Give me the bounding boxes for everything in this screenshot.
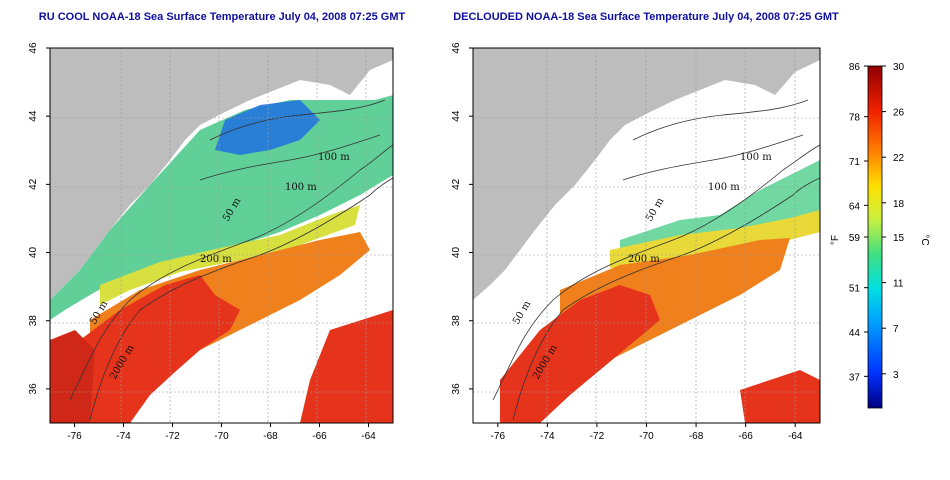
lon-tick-label: -70 <box>214 431 229 442</box>
right-map-panel: DECLOUDED NOAA-18 Sea Surface Temperatur… <box>451 11 839 442</box>
land-mass <box>50 48 393 300</box>
celsius-tick-label: 11 <box>893 279 904 290</box>
warm-west-strip <box>50 330 95 423</box>
left-map-title: RU COOL NOAA-18 Sea Surface Temperature … <box>39 11 406 23</box>
contour-label: 200 m <box>200 254 232 265</box>
right-grid <box>473 48 820 423</box>
contour-label: 100 m <box>318 152 350 163</box>
lon-tick-label: -72 <box>165 431 180 442</box>
celsius-tick-label: 7 <box>893 324 899 335</box>
lat-tick-label: 44 <box>451 110 462 122</box>
lon-tick-label: -68 <box>689 431 704 442</box>
contour-label: 100 m <box>708 182 740 193</box>
lat-tick-label: 44 <box>28 110 39 122</box>
contour-100m <box>199 134 381 181</box>
cool-water-region <box>620 160 820 258</box>
fahrenheit-tick-label: 59 <box>849 233 861 244</box>
contour-50m <box>69 144 393 401</box>
warm-water-region <box>500 285 660 423</box>
celsius-tick-label: 3 <box>893 370 899 381</box>
contour-label: 200 m <box>628 254 660 265</box>
lon-tick-label: -70 <box>639 431 654 442</box>
contour-inner <box>209 99 386 141</box>
celsius-tick-label: 18 <box>893 199 905 210</box>
celsius-tick-label: 30 <box>893 62 905 73</box>
cool-water-region <box>50 95 393 320</box>
lon-tick-label: -74 <box>540 431 555 442</box>
lon-tick-label: -64 <box>788 431 803 442</box>
contour-50m <box>492 144 820 401</box>
cold-patches <box>215 100 320 155</box>
lon-tick-label: -72 <box>590 431 605 442</box>
warm-water-region <box>80 275 240 423</box>
celsius-tick-label: 15 <box>893 233 905 244</box>
contour-inner <box>632 99 809 141</box>
lon-tick-label: -76 <box>67 431 82 442</box>
warm-water-east <box>300 310 393 423</box>
contour-100m <box>622 134 804 181</box>
lat-tick-label: 36 <box>451 383 462 395</box>
celsius-tick-label: 22 <box>893 153 905 164</box>
left-map-panel: RU COOL NOAA-18 Sea Surface Temperature … <box>28 11 405 442</box>
warm-water-south <box>740 370 820 423</box>
contour-200m <box>89 177 393 421</box>
fahrenheit-tick-label: 86 <box>849 62 861 73</box>
lon-tick-label: -74 <box>116 431 131 442</box>
fahrenheit-tick-label: 78 <box>849 113 861 124</box>
lon-tick-label: -68 <box>263 431 278 442</box>
lat-tick-label: 40 <box>28 247 39 259</box>
lat-tick-label: 46 <box>28 42 39 54</box>
fahrenheit-tick-label: 51 <box>849 284 861 295</box>
yellow-band <box>610 210 820 268</box>
left-grid <box>50 48 393 423</box>
fahrenheit-tick-label: 71 <box>849 157 861 168</box>
right-map-title: DECLOUDED NOAA-18 Sea Surface Temperatur… <box>453 11 839 23</box>
lon-tick-label: -76 <box>491 431 506 442</box>
fahrenheit-label: °F <box>830 235 841 245</box>
colorbar-gradient <box>867 65 883 409</box>
land-mass <box>473 48 820 300</box>
lat-tick-label: 46 <box>451 42 462 54</box>
lat-tick-label: 42 <box>28 178 39 190</box>
celsius-label: °C <box>919 234 930 245</box>
left-axis-ticks: -76 -74 -72 -70 -68 -66 -64 36 38 40 42 44 46 <box>28 42 376 442</box>
fahrenheit-tick-label: 44 <box>849 328 861 339</box>
fahrenheit-tick-label: 37 <box>849 372 861 383</box>
right-axis-ticks: -76 -74 -72 -70 -68 -66 -64 36 38 40 42 44 46 <box>451 42 803 442</box>
lon-tick-label: -66 <box>738 431 753 442</box>
fahrenheit-tick-label: 64 <box>849 201 861 212</box>
lat-tick-label: 36 <box>28 383 39 395</box>
lat-tick-label: 40 <box>451 247 462 259</box>
lon-tick-label: -66 <box>312 431 327 442</box>
contour-label: 100 m <box>285 182 317 193</box>
lat-tick-label: 42 <box>451 178 462 190</box>
lat-tick-label: 38 <box>451 315 462 327</box>
contour-label: 100 m <box>740 152 772 163</box>
contour-200m <box>512 177 820 421</box>
lat-tick-label: 38 <box>28 315 39 327</box>
lon-tick-label: -64 <box>361 431 376 442</box>
celsius-tick-label: 26 <box>893 108 905 119</box>
